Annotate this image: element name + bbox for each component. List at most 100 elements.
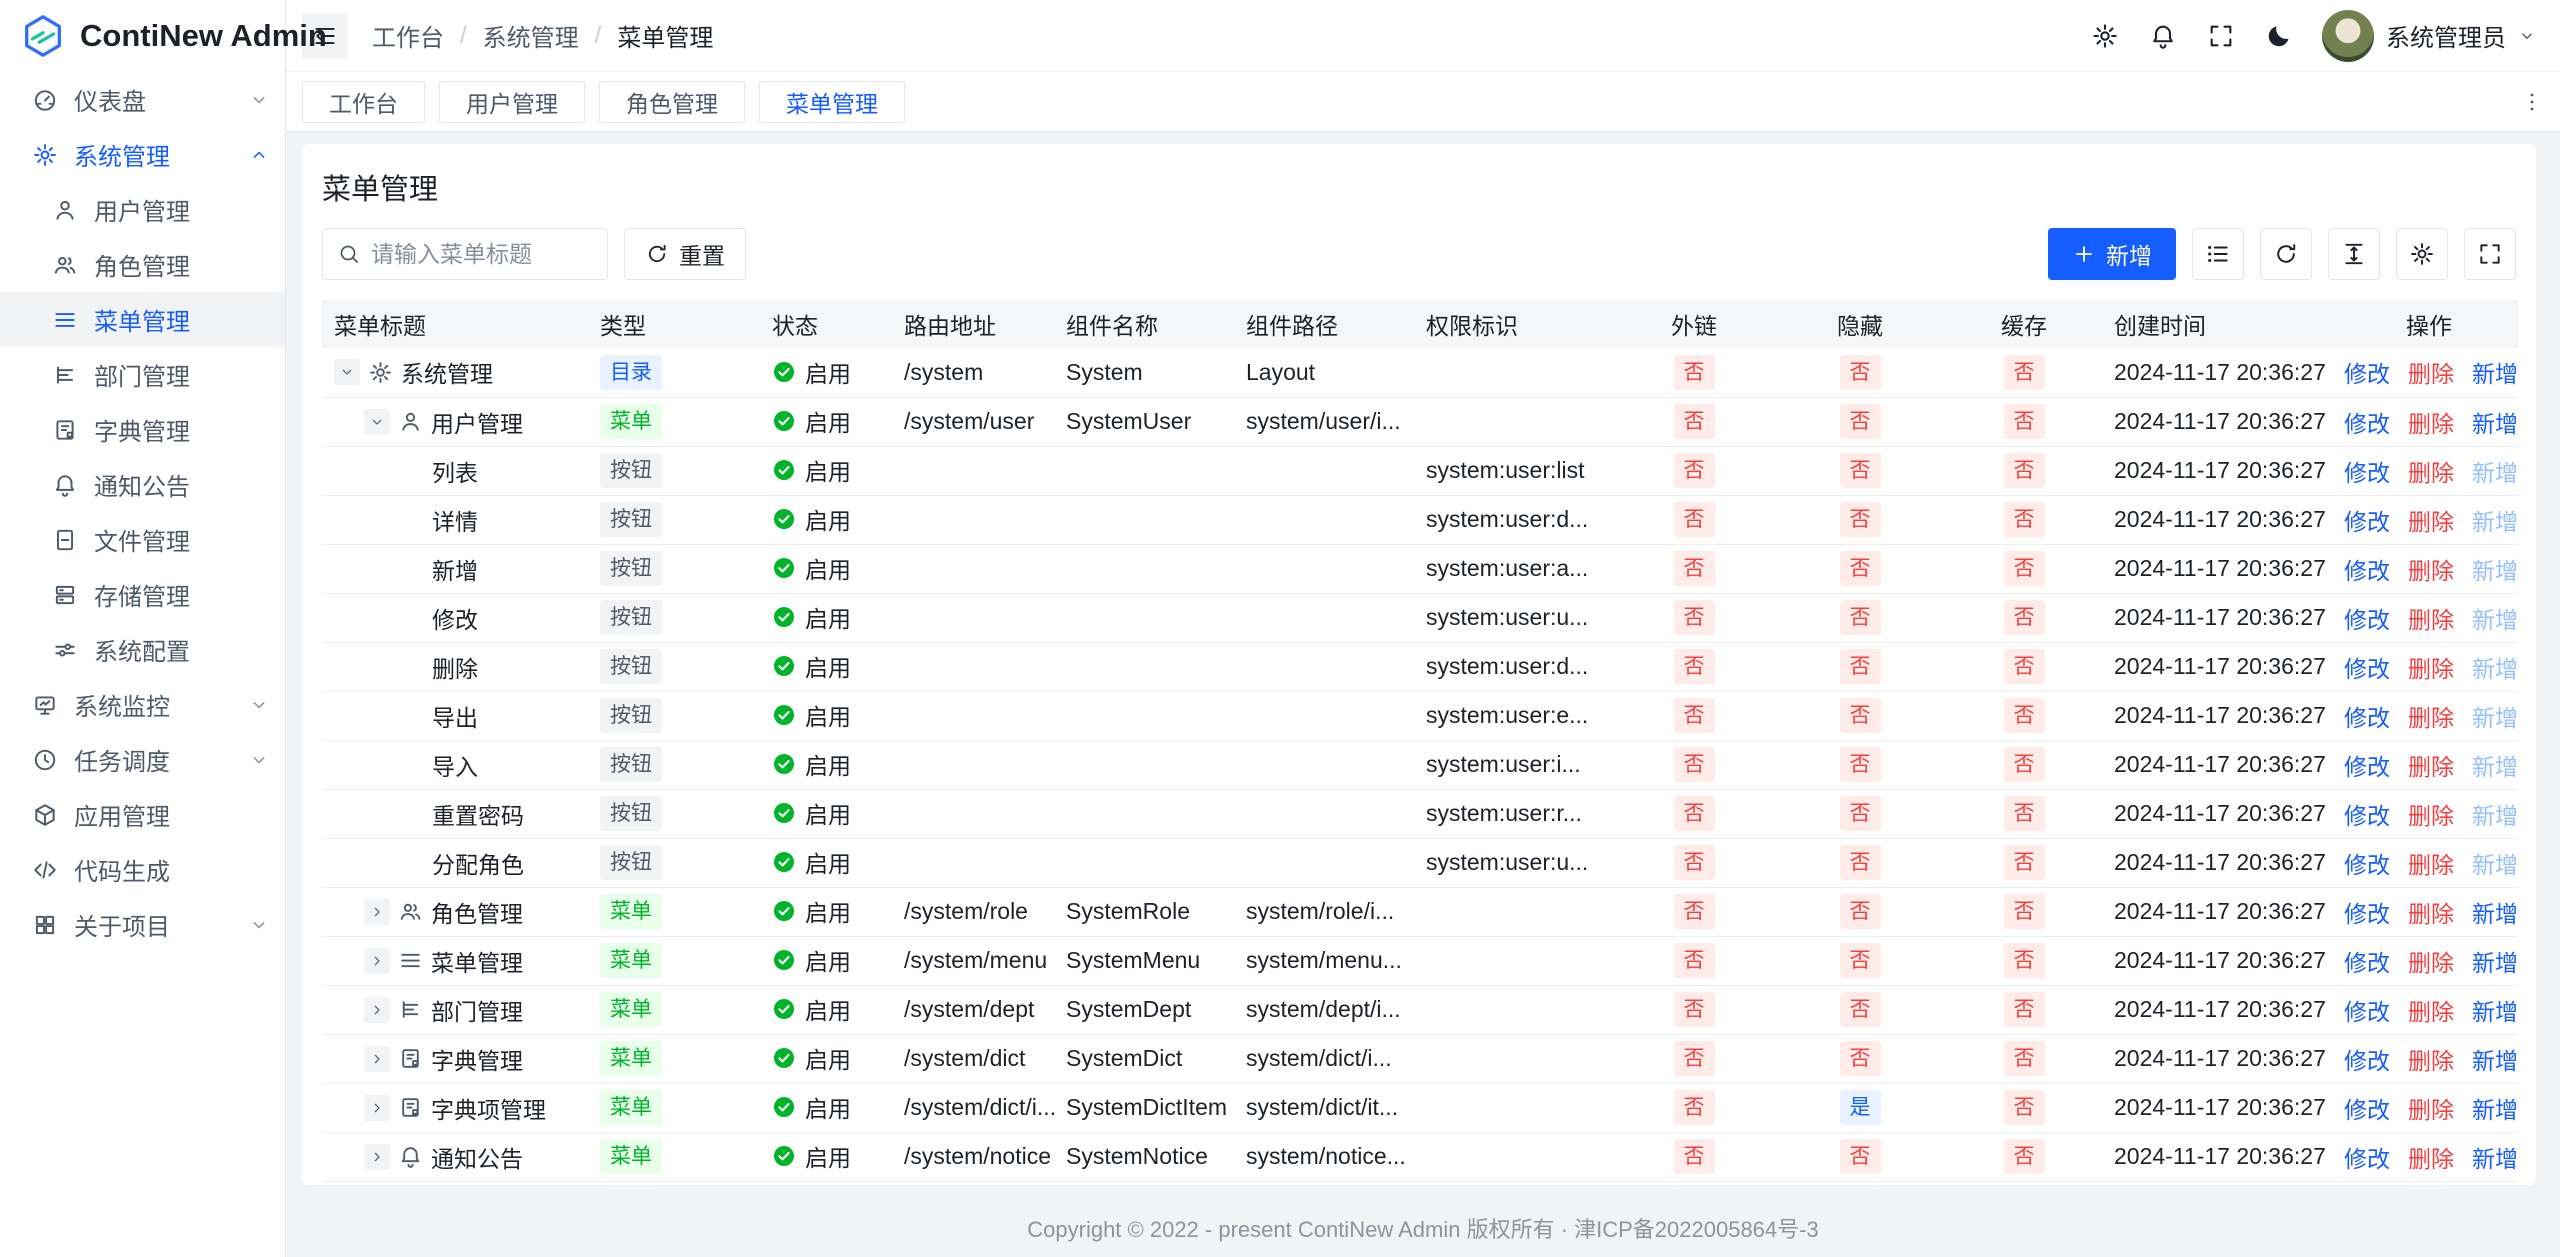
delete-link[interactable]: 删除 (2408, 655, 2454, 682)
theme-toggle-button[interactable] (2254, 11, 2304, 61)
delete-link[interactable]: 删除 (2408, 361, 2454, 388)
modify-link[interactable]: 修改 (2344, 704, 2390, 731)
sidebar-item-application[interactable]: 应用管理 (0, 787, 285, 842)
hidden-badge: 否 (1839, 844, 1881, 881)
notifications-button[interactable] (2138, 11, 2188, 61)
hidden-badge: 否 (1839, 550, 1881, 587)
modify-link[interactable]: 修改 (2344, 508, 2390, 535)
delete-link[interactable]: 删除 (2408, 802, 2454, 829)
sidebar-item-monitor[interactable]: 系统监控 (0, 677, 285, 732)
row-height-button[interactable] (2328, 228, 2380, 280)
add-link[interactable]: 新增 (2472, 998, 2518, 1025)
tab-menu[interactable]: 菜单管理 (759, 80, 905, 123)
add-link[interactable]: 新增 (2472, 851, 2518, 878)
row-expand-toggle[interactable] (364, 996, 390, 1023)
sidebar-item-user[interactable]: 用户管理 (0, 182, 285, 237)
delete-link[interactable]: 删除 (2408, 459, 2454, 486)
modify-link[interactable]: 修改 (2344, 361, 2390, 388)
tab-more-button[interactable] (2512, 82, 2552, 122)
add-button[interactable]: 新增 (2048, 228, 2176, 280)
sidebar-item-notice[interactable]: 通知公告 (0, 457, 285, 512)
row-expand-toggle[interactable] (364, 1143, 390, 1170)
modify-link[interactable]: 修改 (2344, 1047, 2390, 1074)
search-input[interactable] (371, 240, 593, 268)
add-link[interactable]: 新增 (2472, 753, 2518, 780)
add-link[interactable]: 新增 (2472, 606, 2518, 633)
sidebar-item-dict[interactable]: 字典管理 (0, 402, 285, 457)
row-expand-toggle[interactable] (364, 1094, 390, 1121)
modify-link[interactable]: 修改 (2344, 606, 2390, 633)
sidebar-item-config[interactable]: 系统配置 (0, 622, 285, 677)
breadcrumb-item[interactable]: 系统管理 (482, 25, 579, 52)
add-link[interactable]: 新增 (2472, 508, 2518, 535)
add-link[interactable]: 新增 (2472, 361, 2518, 388)
user-menu[interactable]: 系统管理员 (2322, 9, 2536, 62)
table-fullscreen-button[interactable] (2464, 228, 2516, 280)
sidebar-item-dashboard[interactable]: 仪表盘 (0, 72, 285, 127)
modify-link[interactable]: 修改 (2344, 1145, 2390, 1172)
sidebar-item-system[interactable]: 系统管理 (0, 127, 285, 182)
add-link[interactable]: 新增 (2472, 1145, 2518, 1172)
view-list-button[interactable] (2192, 228, 2244, 280)
add-link[interactable]: 新增 (2472, 1047, 2518, 1074)
delete-link[interactable]: 删除 (2408, 1047, 2454, 1074)
sidebar-item-about[interactable]: 关于项目 (0, 897, 285, 952)
collapse-sidebar-button[interactable] (302, 12, 348, 59)
tab-user[interactable]: 用户管理 (439, 80, 585, 123)
row-expand-toggle[interactable] (364, 898, 390, 925)
sidebar-item-menu[interactable]: 菜单管理 (0, 292, 285, 347)
add-link[interactable]: 新增 (2472, 655, 2518, 682)
add-link[interactable]: 新增 (2472, 410, 2518, 437)
modify-link[interactable]: 修改 (2344, 655, 2390, 682)
breadcrumb-item[interactable]: 菜单管理 (617, 25, 714, 52)
modify-link[interactable]: 修改 (2344, 410, 2390, 437)
delete-link[interactable]: 删除 (2408, 1145, 2454, 1172)
tab-workbench[interactable]: 工作台 (302, 80, 425, 123)
add-link[interactable]: 新增 (2472, 704, 2518, 731)
modify-link[interactable]: 修改 (2344, 949, 2390, 976)
sidebar-item-role[interactable]: 角色管理 (0, 237, 285, 292)
delete-link[interactable]: 删除 (2408, 704, 2454, 731)
modify-link[interactable]: 修改 (2344, 557, 2390, 584)
modify-link[interactable]: 修改 (2344, 1096, 2390, 1123)
column-settings-button[interactable] (2396, 228, 2448, 280)
modify-link[interactable]: 修改 (2344, 998, 2390, 1025)
delete-link[interactable]: 删除 (2408, 949, 2454, 976)
modify-link[interactable]: 修改 (2344, 459, 2390, 486)
delete-link[interactable]: 删除 (2408, 557, 2454, 584)
add-link[interactable]: 新增 (2472, 900, 2518, 927)
add-link[interactable]: 新增 (2472, 1096, 2518, 1123)
breadcrumb-item[interactable]: 工作台 (372, 25, 444, 52)
row-expand-toggle[interactable] (334, 359, 360, 386)
sidebar-item-codegen[interactable]: 代码生成 (0, 842, 285, 897)
row-expand-toggle[interactable] (364, 947, 390, 974)
delete-link[interactable]: 删除 (2408, 900, 2454, 927)
modify-link[interactable]: 修改 (2344, 802, 2390, 829)
add-link[interactable]: 新增 (2472, 459, 2518, 486)
row-expand-toggle[interactable] (364, 408, 390, 435)
delete-link[interactable]: 删除 (2408, 851, 2454, 878)
delete-link[interactable]: 删除 (2408, 1096, 2454, 1123)
settings-button[interactable] (2080, 11, 2130, 61)
sidebar-item-schedule[interactable]: 任务调度 (0, 732, 285, 787)
delete-link[interactable]: 删除 (2408, 998, 2454, 1025)
delete-link[interactable]: 删除 (2408, 410, 2454, 437)
add-link[interactable]: 新增 (2472, 949, 2518, 976)
reset-button[interactable]: 重置 (624, 228, 746, 280)
delete-link[interactable]: 删除 (2408, 508, 2454, 535)
sidebar-item-file[interactable]: 文件管理 (0, 512, 285, 567)
fullscreen-button[interactable] (2196, 11, 2246, 61)
sidebar-item-storage[interactable]: 存储管理 (0, 567, 285, 622)
row-expand-toggle[interactable] (364, 1045, 390, 1072)
refresh-table-button[interactable] (2260, 228, 2312, 280)
modify-link[interactable]: 修改 (2344, 753, 2390, 780)
modify-link[interactable]: 修改 (2344, 900, 2390, 927)
hidden-badge: 否 (1839, 403, 1881, 440)
add-link[interactable]: 新增 (2472, 802, 2518, 829)
tab-role[interactable]: 角色管理 (599, 80, 745, 123)
delete-link[interactable]: 删除 (2408, 753, 2454, 780)
sidebar-item-dept[interactable]: 部门管理 (0, 347, 285, 402)
modify-link[interactable]: 修改 (2344, 851, 2390, 878)
delete-link[interactable]: 删除 (2408, 606, 2454, 633)
add-link[interactable]: 新增 (2472, 557, 2518, 584)
